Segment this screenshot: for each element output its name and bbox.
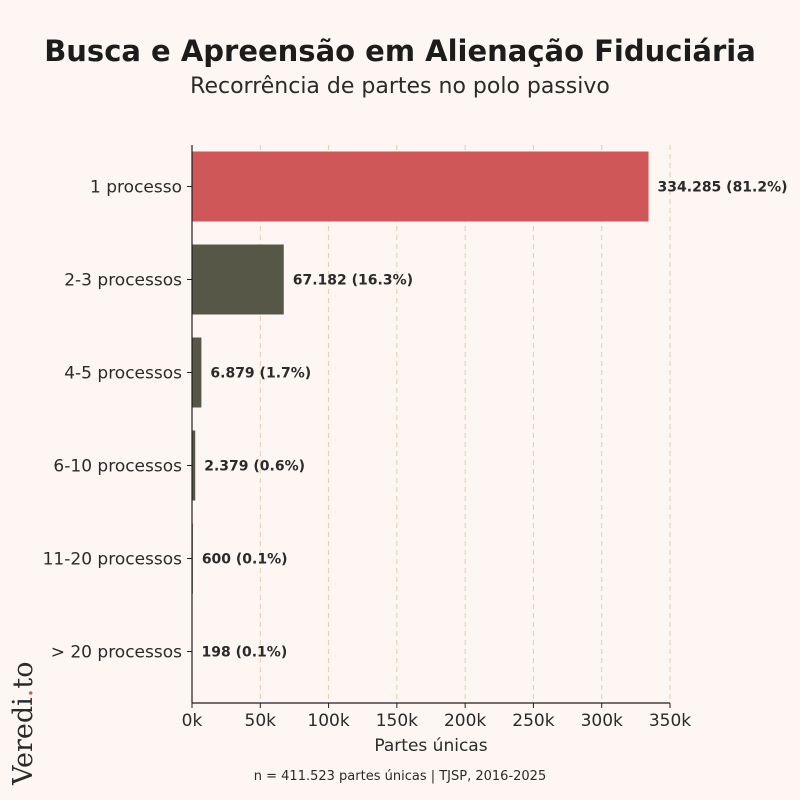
- data-label: 334.285 (81.2%): [658, 180, 788, 196]
- veredi-logo: Veredi.to: [8, 661, 39, 785]
- data-label: 600 (0.1%): [202, 552, 288, 568]
- y-tick-label: 1 processo: [90, 178, 182, 198]
- x-tick-label: 100k: [307, 711, 349, 731]
- bar: [192, 151, 649, 222]
- x-tick-label: 150k: [376, 711, 418, 731]
- x-tick-label: 250k: [512, 711, 554, 731]
- y-tick-label: 11-20 processos: [43, 550, 183, 570]
- y-tick-label: 2-3 processos: [64, 271, 182, 291]
- x-tick-label: 350k: [649, 711, 691, 731]
- chart-title: Busca e Apreensão em Alienação Fiduciári…: [44, 34, 756, 68]
- x-tick-label: 300k: [581, 711, 623, 731]
- bar: [192, 244, 284, 315]
- footnote: n = 411.523 partes únicas | TJSP, 2016-2…: [253, 769, 547, 784]
- data-label: 6.879 (1.7%): [210, 366, 311, 382]
- chart-subtitle: Recorrência de partes no polo passivo: [190, 74, 610, 99]
- x-tick-label: 0k: [182, 711, 203, 731]
- data-label: 2.379 (0.6%): [204, 459, 305, 475]
- x-tick-label: 50k: [245, 711, 277, 731]
- bar: [192, 430, 196, 501]
- bar: [192, 337, 202, 408]
- data-label: 198 (0.1%): [202, 645, 288, 661]
- x-tick-label: 200k: [444, 711, 486, 731]
- data-label: 67.182 (16.3%): [293, 273, 413, 289]
- y-tick-label: 6-10 processos: [53, 457, 182, 477]
- x-axis-label: Partes únicas: [374, 736, 487, 756]
- y-tick-label: 4-5 processos: [64, 364, 182, 384]
- y-tick-label: > 20 processos: [51, 643, 182, 663]
